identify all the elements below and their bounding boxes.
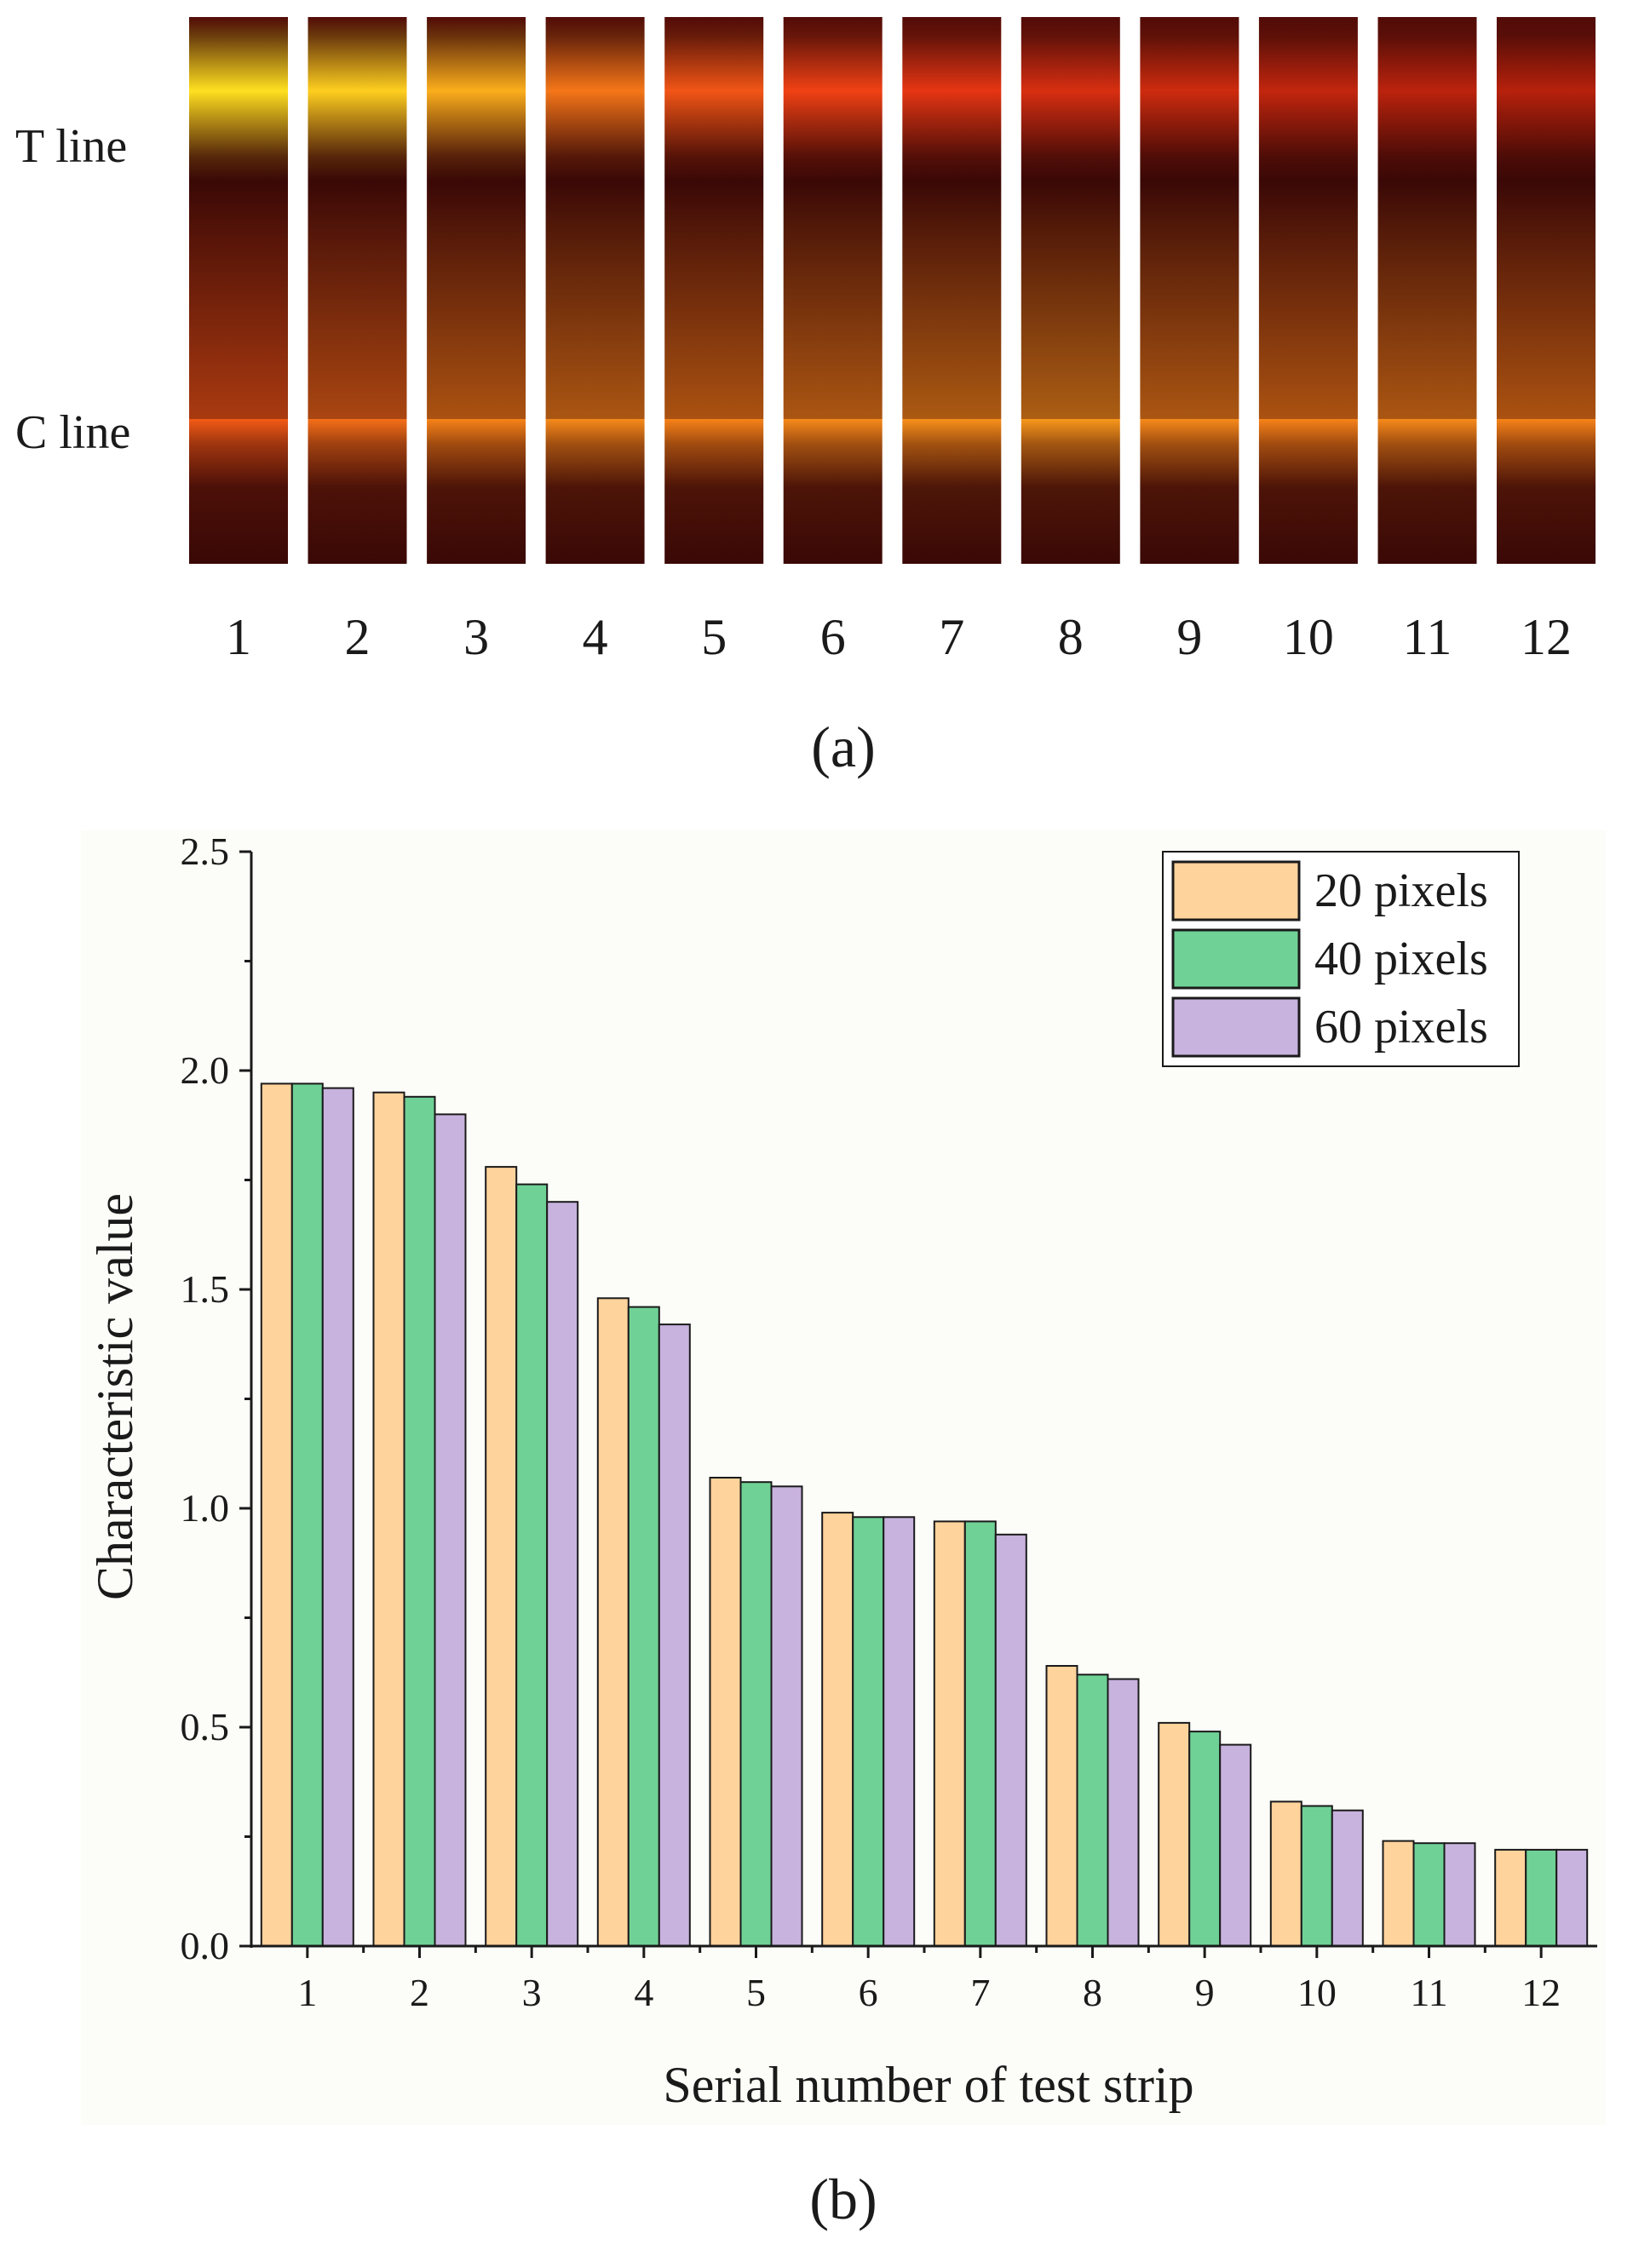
strip-number-10: 10 (1283, 609, 1334, 665)
bar-2-40-pixels (403, 1095, 436, 1948)
bar-5-40-pixels (739, 1481, 773, 1947)
x-tick-label-11: 11 (1410, 1971, 1447, 2014)
x-tick-label-9: 9 (1195, 1971, 1215, 2014)
t-line-label: T line (15, 120, 127, 173)
plot-area (260, 1082, 1589, 1948)
bar-1-20-pixels (260, 1082, 293, 1947)
bar-1-60-pixels (321, 1087, 354, 1947)
strip-number-9: 9 (1176, 609, 1202, 665)
legend-swatch-60-pixels (1171, 996, 1301, 1058)
x-tick-label-8: 8 (1083, 1971, 1102, 2014)
strip-number-3: 3 (463, 609, 489, 665)
bar-5-60-pixels (770, 1485, 803, 1948)
panel-a-strip-image: T line C line 1 2 3 4 5 6 7 8 9 10 11 12 (a) (15, 17, 1596, 779)
panel-b-caption: (b) (809, 2167, 877, 2231)
test-strip-4 (545, 17, 645, 564)
y-tick-label: 1.5 (181, 1267, 230, 1311)
bar-5-20-pixels (709, 1477, 742, 1947)
test-strip-6 (783, 17, 883, 564)
x-tick-label-7: 7 (970, 1971, 990, 2014)
strip-number-11: 11 (1403, 609, 1452, 665)
legend-swatch-40-pixels (1171, 928, 1301, 990)
bar-8-60-pixels (1107, 1678, 1140, 1947)
bar-12-20-pixels (1494, 1848, 1527, 1947)
y-tick-label: 2.5 (181, 830, 230, 873)
legend-label-60-pixels: 60 pixels (1314, 1001, 1488, 1054)
strip-number-6: 6 (820, 609, 846, 665)
y-axis-title: Characteristic value (87, 1193, 143, 1600)
strip-number-8: 8 (1058, 609, 1084, 665)
bar-10-20-pixels (1269, 1800, 1302, 1947)
test-strip-3 (427, 17, 526, 564)
x-tick-label-10: 10 (1297, 1971, 1337, 2014)
bar-6-20-pixels (821, 1512, 854, 1947)
bar-6-60-pixels (883, 1516, 916, 1948)
strip-number-labels: 1 2 3 4 5 6 7 8 9 10 11 12 (226, 609, 1572, 665)
bar-8-20-pixels (1045, 1665, 1078, 1947)
bar-2-20-pixels (372, 1091, 405, 1947)
test-strips (189, 17, 1596, 564)
test-strip-7 (902, 17, 1002, 564)
strip-number-7: 7 (939, 609, 964, 665)
test-strip-11 (1377, 17, 1477, 564)
bar-1-40-pixels (290, 1082, 324, 1947)
y-tick-label: 0.5 (181, 1705, 230, 1748)
legend: 20 pixels 40 pixels 60 pixels (1162, 851, 1520, 1067)
x-tick-label-6: 6 (859, 1971, 878, 2014)
strip-number-2: 2 (345, 609, 371, 665)
x-tick-label-3: 3 (522, 1971, 542, 2014)
bar-4-40-pixels (627, 1306, 660, 1947)
bar-7-40-pixels (963, 1520, 997, 1948)
bar-11-20-pixels (1382, 1840, 1415, 1948)
strip-number-1: 1 (226, 609, 251, 665)
strip-number-12: 12 (1521, 609, 1572, 665)
test-strip-5 (664, 17, 764, 564)
legend-label-20-pixels: 20 pixels (1314, 864, 1488, 917)
bar-9-20-pixels (1158, 1721, 1191, 1948)
strip-number-4: 4 (583, 609, 608, 665)
test-strip-2 (308, 17, 407, 564)
bar-7-20-pixels (933, 1520, 966, 1948)
bar-3-20-pixels (485, 1166, 518, 1947)
y-tick-label: 2.0 (181, 1048, 230, 1092)
x-axis: 1 2 3 4 5 6 7 8 9 10 11 12 (251, 1944, 1597, 2014)
bar-8-40-pixels (1076, 1674, 1109, 1948)
y-axis: 0.0 0.5 1.0 1.5 2.0 2.5 (181, 830, 253, 1967)
x-tick-label-12: 12 (1521, 1971, 1561, 2014)
bar-6-40-pixels (852, 1516, 885, 1948)
bar-7-60-pixels (994, 1533, 1027, 1948)
bar-10-40-pixels (1300, 1805, 1333, 1947)
y-tick-label: 1.0 (181, 1486, 230, 1530)
test-strip-1 (189, 17, 288, 564)
x-tick-label-5: 5 (746, 1971, 766, 2014)
bar-9-40-pixels (1188, 1731, 1222, 1947)
x-tick-label-4: 4 (634, 1971, 653, 2014)
x-axis-title: Serial number of test strip (663, 2057, 1193, 2113)
bar-10-60-pixels (1331, 1809, 1364, 1947)
bar-2-60-pixels (434, 1113, 467, 1947)
panel-a-caption: (a) (811, 715, 875, 779)
bar-11-60-pixels (1443, 1842, 1476, 1947)
bar-4-60-pixels (658, 1323, 691, 1947)
legend-label-40-pixels: 40 pixels (1314, 933, 1488, 985)
bar-4-20-pixels (596, 1297, 630, 1948)
y-tick-label: 0.0 (181, 1924, 230, 1967)
bar-3-60-pixels (546, 1201, 579, 1947)
test-strip-9 (1140, 17, 1239, 564)
legend-swatch-20-pixels (1171, 860, 1301, 922)
c-line-label: C line (15, 406, 130, 459)
test-strip-8 (1021, 17, 1120, 564)
test-strip-12 (1497, 17, 1596, 564)
bar-3-40-pixels (515, 1183, 549, 1947)
bar-12-40-pixels (1525, 1848, 1558, 1947)
x-tick-label-1: 1 (297, 1971, 317, 2014)
x-tick-label-2: 2 (410, 1971, 429, 2014)
strip-number-5: 5 (701, 609, 727, 665)
bar-12-60-pixels (1555, 1848, 1589, 1947)
bar-9-60-pixels (1219, 1743, 1252, 1948)
bar-11-40-pixels (1412, 1842, 1446, 1947)
panel-b-bar-chart: 0.00.51.01.52.02.5 1 2 3 4 5 6 7 8 9 10 11 12 Seria… (81, 830, 1606, 2231)
test-strip-10 (1258, 17, 1358, 564)
